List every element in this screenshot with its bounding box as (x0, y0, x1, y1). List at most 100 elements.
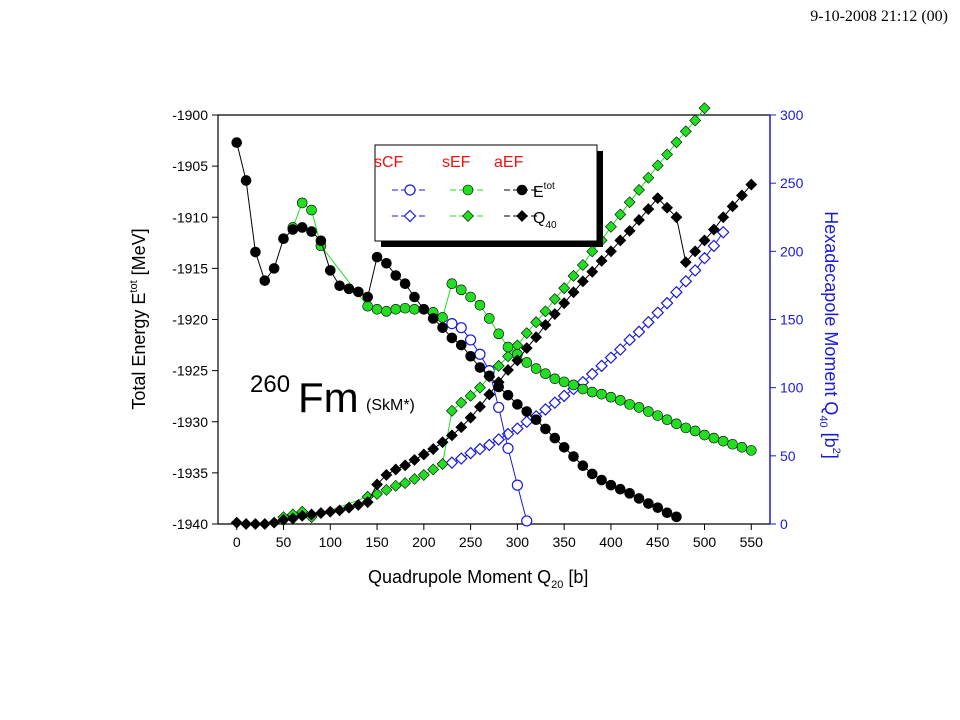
data-point-E_sEF (558, 376, 570, 388)
data-point-Q_sCF (642, 315, 655, 329)
x-tick-label: 50 (276, 534, 292, 550)
data-point-Q_sCF (482, 438, 496, 452)
data-point-E_aEF (390, 270, 402, 281)
data-point-E_aEF (465, 351, 476, 362)
data-point-E_sEF (624, 399, 635, 410)
data-point-Q_sCF (623, 333, 637, 347)
series-E_sEF (287, 197, 757, 456)
data-point-E_sEF (717, 435, 729, 447)
y-left-tick-label: -1925 (172, 363, 208, 379)
data-point-Q_sEF (389, 479, 402, 492)
data-point-Q_sEF (614, 208, 627, 221)
data-point-Q_sCF (679, 274, 693, 288)
data-point-Q_sEF (464, 389, 477, 402)
data-point-Q_aEF (698, 234, 711, 247)
nucleus-mass-number: 260 (250, 371, 290, 398)
x-tick-label: 300 (506, 534, 530, 550)
data-point-E_sEF (540, 368, 551, 379)
data-point-E_sEF (493, 328, 504, 340)
data-point-Q_sCF (585, 367, 599, 381)
data-point-Q_aEF (352, 498, 365, 511)
data-point-Q_aEF (408, 453, 421, 466)
data-point-E_sEF (521, 357, 533, 368)
data-point-Q_aEF (633, 214, 645, 226)
data-point-E_sEF (671, 418, 682, 430)
data-point-Q_sCF (716, 225, 730, 239)
timestamp: 9-10-2008 21:12 (00) (810, 8, 948, 25)
data-point-Q_sEF (436, 458, 449, 470)
y-left-axis-title: Total Energy Etot [MeV] (128, 228, 149, 409)
data-point-E_sCF (521, 515, 533, 527)
data-point-E_aEF (596, 474, 607, 486)
x-axis-title-tail: [b] (563, 567, 588, 587)
y-right-tick-label: 100 (780, 380, 804, 396)
data-point-E_sEF (689, 425, 701, 437)
data-point-Q_sCF (445, 456, 459, 469)
series-Q_sCF (445, 225, 730, 469)
data-point-E_aEF (437, 322, 448, 333)
data-point-Q_sEF (380, 483, 393, 496)
data-point-E_sEF (605, 391, 617, 403)
data-point-Q_aEF (483, 388, 496, 401)
data-point-E_sEF (437, 312, 448, 323)
y-left-tick-label: -1930 (172, 414, 208, 430)
data-point-Q_sEF (502, 350, 514, 363)
y-left-tick-label: -1935 (172, 465, 208, 481)
nucleus-element: Fm (298, 374, 359, 421)
data-point-E_aEF (362, 291, 373, 303)
data-point-Q_aEF (417, 448, 430, 461)
data-point-Q_sEF (661, 148, 674, 161)
y-right-tick-label: 300 (780, 107, 804, 123)
data-point-Q_aEF (502, 364, 514, 376)
data-point-Q_sEF (455, 396, 468, 409)
x-tick-label: 400 (599, 534, 623, 550)
y-left-tick-label: -1900 (172, 107, 208, 123)
data-point-Q_sEF (642, 171, 655, 184)
data-point-E_aEF (399, 278, 411, 290)
data-point-Q_sEF (689, 114, 702, 127)
data-point-Q_aEF (717, 211, 730, 224)
data-point-Q_sEF (623, 196, 636, 209)
data-point-E_aEF (259, 275, 271, 286)
data-point-Q_aEF (520, 342, 533, 355)
y-left-tick-label: -1915 (172, 260, 208, 276)
data-point-Q_aEF (689, 245, 702, 258)
series-Q_aEF (230, 178, 758, 530)
data-point-Q_aEF (314, 507, 327, 520)
legend-header-aef: aEF (494, 154, 524, 171)
data-point-Q_aEF (661, 201, 674, 214)
data-point-E_sEF (409, 303, 420, 315)
data-point-E_aEF (558, 442, 570, 453)
data-point-Q_sCF (473, 442, 487, 456)
y-left-tick-label: -1940 (172, 516, 208, 532)
y-right-tick-label: 50 (780, 448, 796, 464)
data-point-Q_aEF (268, 516, 281, 529)
series-E_aEF (231, 137, 682, 523)
data-point-Q_aEF (230, 516, 243, 529)
data-point-Q_sCF (464, 446, 477, 460)
y-right-tick-label: 250 (780, 175, 804, 191)
data-point-E_aEF (371, 251, 383, 263)
data-point-Q_aEF (249, 518, 262, 530)
data-point-Q_aEF (642, 203, 655, 215)
data-point-E_sEF (381, 306, 392, 317)
data-point-E_sEF (708, 432, 720, 444)
data-point-Q_aEF (726, 200, 739, 213)
legend-label-q40-sub: 40 (545, 220, 557, 231)
data-point-E_sEF (371, 303, 383, 315)
data-point-E_aEF (343, 283, 355, 295)
data-point-Q_sEF (670, 136, 683, 149)
data-point-Q_aEF (389, 463, 402, 476)
data-point-Q_sEF (427, 463, 440, 476)
data-point-E_sEF (549, 373, 561, 385)
y-right-tick-label: 200 (780, 243, 804, 259)
data-point-Q_sCF (632, 325, 646, 339)
data-point-E_sEF (446, 278, 458, 290)
legend: sCF sEF aEF Etot Q40 (374, 144, 603, 247)
legend-marker (403, 209, 417, 223)
data-point-E_aEF (549, 432, 561, 444)
data-point-Q_aEF (707, 223, 720, 236)
data-point-Q_sEF (417, 468, 430, 481)
series-layer (230, 102, 758, 530)
